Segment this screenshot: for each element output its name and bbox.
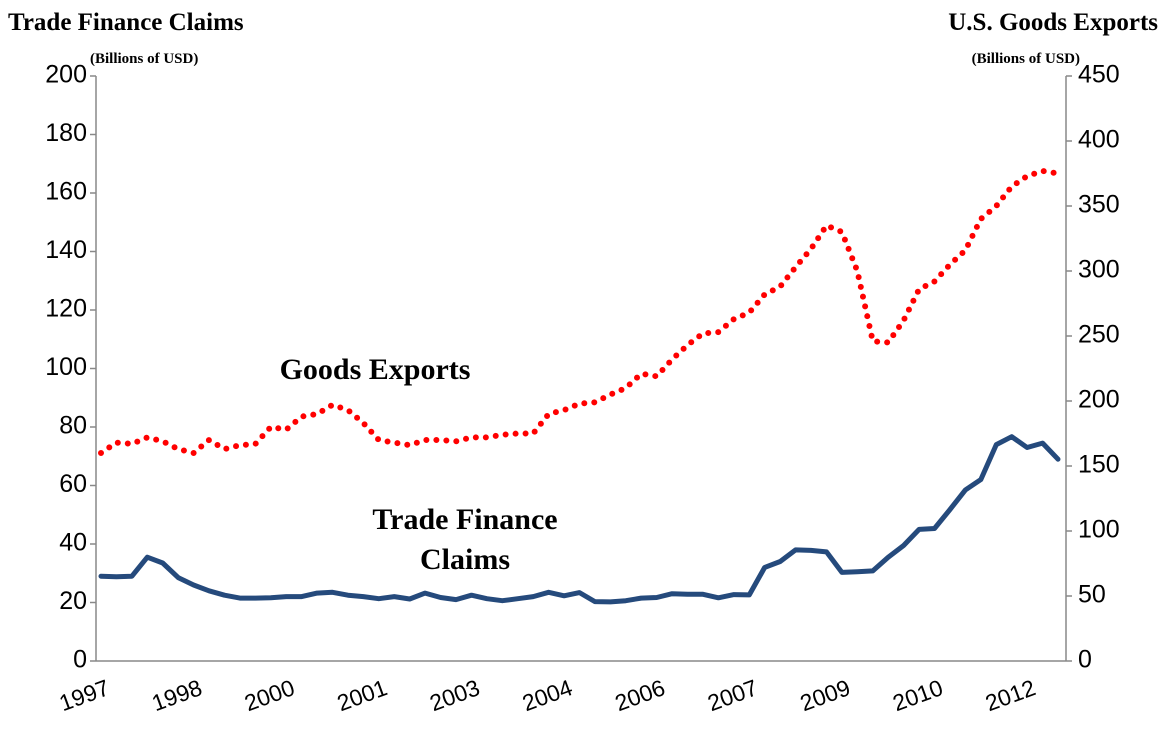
y-tick-label: 20: [59, 587, 87, 615]
x-tick-label: 2012: [982, 674, 1039, 716]
x-tick-label: 2000: [241, 674, 298, 716]
x-tick-label: 2010: [889, 674, 946, 716]
y-tick-label: 140: [45, 236, 87, 264]
y-tick-label: 200: [45, 61, 87, 89]
y-tick-label: 0: [73, 646, 87, 674]
y2-tick-label: 50: [1078, 581, 1106, 609]
x-tick-label: 2004: [519, 674, 576, 716]
series-line: [98, 167, 1061, 456]
y-tick-label: 160: [45, 178, 87, 206]
y2-tick-label: 450: [1078, 61, 1120, 89]
y2-title: U.S. Goods Exports: [948, 9, 1158, 36]
y-tick-label: 40: [59, 529, 87, 557]
y2-axis-subtitle: (Billions of USD): [972, 51, 1080, 67]
chart-title: Trade Finance Claims: [8, 9, 244, 36]
y2-tick-label: 400: [1078, 126, 1120, 154]
y-tick-label: 100: [45, 353, 87, 381]
y2-tick-label: 100: [1078, 516, 1120, 544]
x-tick-label: 2001: [334, 674, 391, 716]
y-tick-label: 120: [45, 295, 87, 323]
x-tick-label: 1998: [148, 674, 205, 716]
x-tick-label: 2007: [704, 674, 761, 716]
y2-tick-label: 150: [1078, 451, 1120, 479]
annotation: Goods Exports: [280, 353, 471, 386]
y-tick-label: 80: [59, 412, 87, 440]
annotation: Trade Finance Claims: [372, 503, 558, 576]
y-tick-label: 60: [59, 470, 87, 498]
y2-tick-label: 300: [1078, 256, 1120, 284]
series-line: [98, 434, 1061, 605]
x-tick-label: 2009: [797, 674, 854, 716]
x-tick-label: 2006: [611, 674, 668, 716]
y2-tick-label: 200: [1078, 386, 1120, 414]
y2-tick-label: 250: [1078, 321, 1120, 349]
x-tick-label: 1997: [56, 674, 113, 716]
y-axis-subtitle: (Billions of USD): [90, 51, 198, 67]
y-tick-label: 180: [45, 119, 87, 147]
y2-tick-label: 350: [1078, 191, 1120, 219]
x-tick-label: 2003: [426, 674, 483, 716]
y2-tick-label: 0: [1078, 646, 1092, 674]
